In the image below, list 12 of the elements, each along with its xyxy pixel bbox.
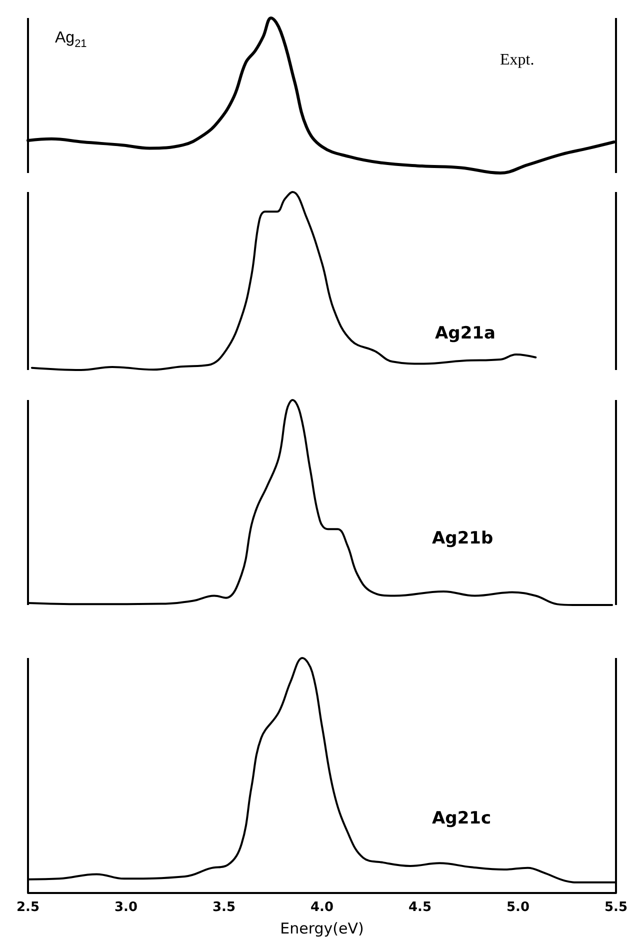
series-label: Ag21a: [435, 324, 496, 344]
x-tick-label: 5.0: [506, 900, 530, 915]
x-tick-label: 5.5: [604, 900, 628, 915]
x-axis-title: Energy(eV): [280, 920, 364, 938]
text: Ag21b: [432, 528, 494, 548]
text: Expt.: [500, 52, 534, 68]
x-tick-label: 4.5: [408, 900, 432, 915]
x-tick-label: 3.0: [114, 900, 138, 915]
x-tick-label: 4.0: [310, 900, 334, 915]
x-tick-label: 2.5: [16, 900, 40, 915]
x-tick-label: 3.5: [212, 900, 236, 915]
text: Ag21c: [432, 808, 492, 828]
